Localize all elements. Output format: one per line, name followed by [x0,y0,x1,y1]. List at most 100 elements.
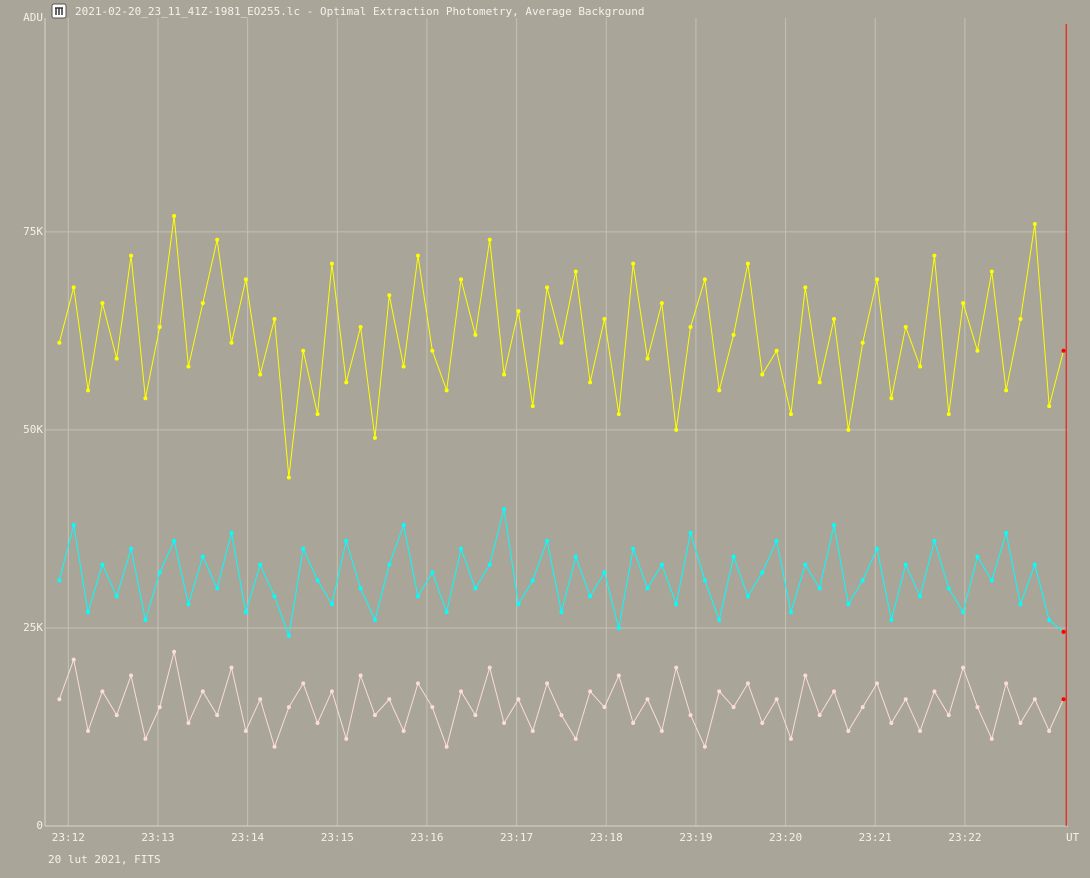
data-point [157,705,162,710]
data-point [875,681,880,686]
data-point [215,713,220,718]
data-point [788,610,793,615]
data-point [502,372,507,377]
data-point [444,388,449,393]
data-point [831,317,836,322]
data-point [731,554,736,559]
data-point [473,586,478,591]
data-point [688,713,693,718]
y-axis-label: ADU [23,11,43,24]
x-tick-label: 23:20 [769,831,802,844]
data-point [659,728,664,733]
data-point [143,736,148,741]
data-point [961,301,966,306]
data-point [114,594,119,599]
x-tick-label: 23:16 [410,831,443,844]
data-point [114,713,119,718]
data-point [430,570,435,575]
data-point [286,633,291,638]
data-point [215,237,220,242]
data-point [774,697,779,702]
data-point [817,380,822,385]
data-point [975,348,980,353]
data-point [573,554,578,559]
data-point [387,293,392,298]
data-point [616,625,621,630]
data-point [473,332,478,337]
data-point [631,721,636,726]
data-point [889,396,894,401]
data-point [559,340,564,345]
data-point [1018,317,1023,322]
data-point [372,435,377,440]
data-point [573,736,578,741]
data-point [200,689,205,694]
data-point [100,301,105,306]
data-point [344,380,349,385]
data-point [645,697,650,702]
x-tick-label: 23:21 [859,831,892,844]
data-point [430,348,435,353]
data-point [702,277,707,282]
data-point [1047,404,1052,409]
data-point [1032,562,1037,567]
x-tick-label: 23:15 [321,831,354,844]
data-point [760,570,765,575]
data-point [71,522,76,527]
data-point [57,578,62,583]
data-point [301,681,306,686]
data-point [258,372,263,377]
data-point [545,285,550,290]
x-tick-label: 23:14 [231,831,264,844]
data-point [674,665,679,670]
data-point [516,309,521,314]
data-point [86,728,91,733]
data-point [588,380,593,385]
data-point [186,721,191,726]
data-point [1018,721,1023,726]
x-tick-label: 23:13 [141,831,174,844]
data-point [588,594,593,599]
data-point [831,689,836,694]
data-point [459,546,464,551]
y-tick-label: 50K [23,423,43,436]
data-point [903,324,908,329]
data-point [272,594,277,599]
data-point [444,610,449,615]
data-point [301,546,306,551]
data-point [200,554,205,559]
data-point [1047,618,1052,623]
data-point [989,269,994,274]
data-point [674,602,679,607]
data-point [745,681,750,686]
data-point [860,340,865,345]
data-point [803,562,808,567]
data-point [71,285,76,290]
data-point [918,364,923,369]
data-point [286,705,291,710]
y-tick-label: 75K [23,225,43,238]
data-point [444,744,449,749]
data-point [889,618,894,623]
data-point [573,269,578,274]
app-icon [51,3,67,19]
data-point [1061,629,1066,634]
data-point [473,713,478,718]
data-point [86,610,91,615]
data-point [631,261,636,266]
data-point [616,412,621,417]
data-point [688,530,693,535]
data-point [788,736,793,741]
data-point [674,427,679,432]
data-point [731,705,736,710]
data-point [918,594,923,599]
data-point [157,570,162,575]
data-point [329,689,334,694]
data-point [57,340,62,345]
data-point [846,427,851,432]
data-point [459,277,464,282]
data-point [301,348,306,353]
data-point [616,673,621,678]
data-point [315,578,320,583]
data-point [272,317,277,322]
